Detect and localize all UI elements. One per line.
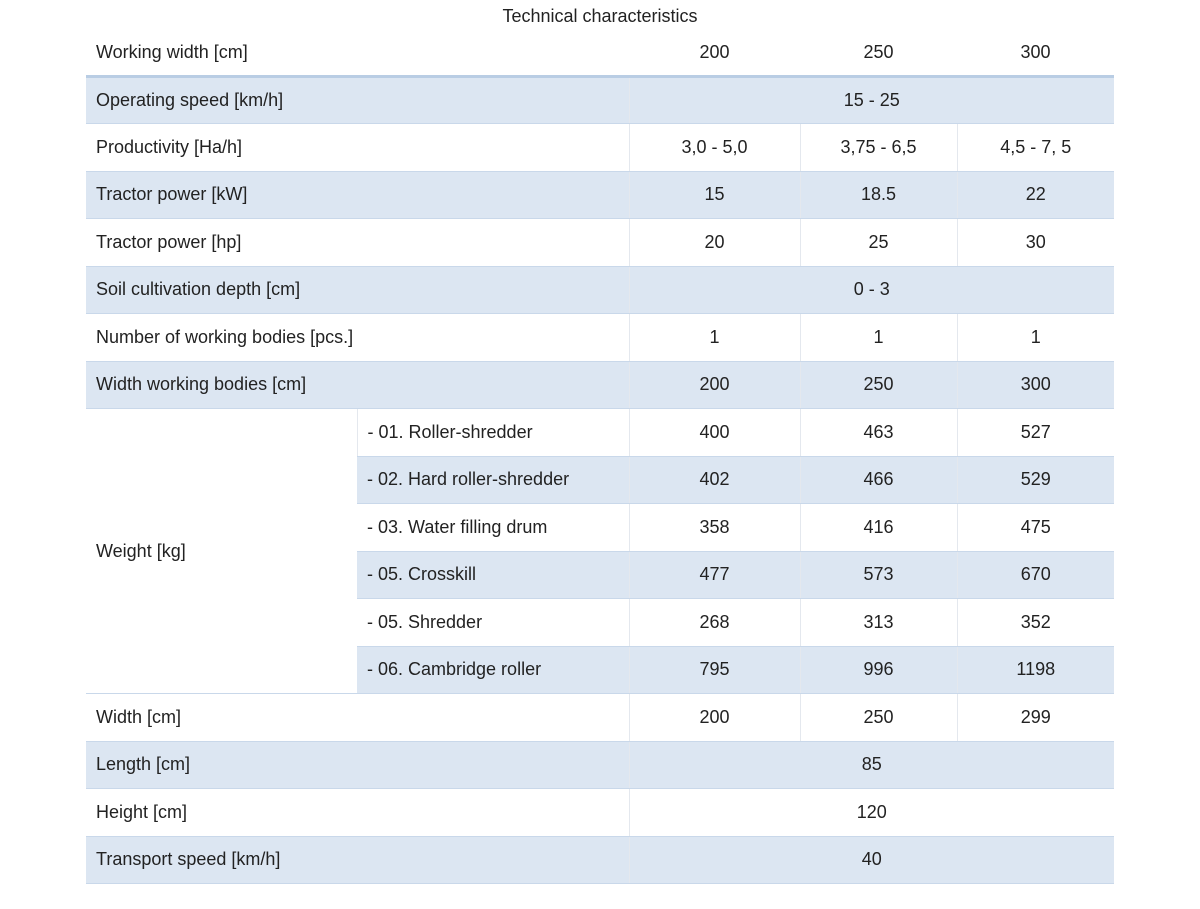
value-cell: 40: [628, 836, 1114, 884]
table-row: Operating speed [km/h] 15 - 25: [86, 76, 1114, 124]
value-cell: 795: [628, 646, 800, 694]
value-cell: 3,75 - 6,5: [799, 123, 957, 172]
sub-label: - 03. Water filling drum: [357, 503, 629, 552]
row-label: Soil cultivation depth [cm]: [86, 266, 629, 314]
value-cell: 573: [799, 551, 957, 599]
value-cell: 477: [628, 551, 800, 599]
value-cell: 4,5 - 7, 5: [956, 123, 1114, 172]
value-cell: 20: [628, 218, 800, 267]
value-cell: 85: [628, 741, 1114, 789]
value-cell: 299: [956, 693, 1114, 742]
value-cell: 1: [628, 313, 800, 362]
value-cell: 996: [799, 646, 957, 694]
row-label: Tractor power [hp]: [86, 218, 629, 267]
value-cell: 402: [628, 456, 800, 504]
header-label: Working width [cm]: [86, 30, 629, 78]
value-cell: 3,0 - 5,0: [628, 123, 800, 172]
table-row: - 06. Cambridge roller 795 996 1198: [86, 646, 1114, 694]
value-cell: 527: [956, 408, 1114, 457]
table-row: Length [cm] 85: [86, 741, 1114, 789]
value-cell: 120: [628, 788, 1114, 837]
header-value: 200: [629, 30, 800, 78]
value-cell: 400: [628, 408, 800, 457]
row-label: Transport speed [km/h]: [86, 836, 629, 884]
value-cell: 15: [628, 171, 800, 219]
sub-label: - 05. Crosskill: [357, 551, 629, 599]
value-cell: 358: [628, 503, 800, 552]
value-cell: 313: [799, 598, 957, 647]
value-cell: 0 - 3: [628, 266, 1114, 314]
value-cell: 30: [956, 218, 1114, 267]
table-row: Number of working bodies [pcs.] 1 1 1: [86, 313, 1114, 362]
group-label: Weight [kg]: [86, 408, 357, 694]
value-cell: 475: [956, 503, 1114, 552]
spec-table: Working width [cm] 200 250 300 Operating spe…: [86, 30, 1114, 884]
value-cell: 200: [628, 693, 800, 742]
table-row: Tractor power [kW] 15 18.5 22: [86, 171, 1114, 219]
value-cell: 416: [799, 503, 957, 552]
table-row: - 05. Crosskill 477 573 670: [86, 551, 1114, 599]
value-cell: 1198: [956, 646, 1114, 694]
table-row: Soil cultivation depth [cm] 0 - 3: [86, 266, 1114, 314]
sub-label: - 01. Roller-shredder: [356, 408, 629, 457]
row-label: Width [cm]: [86, 693, 629, 742]
table-row: - 02. Hard roller-shredder 402 466 529: [86, 456, 1114, 504]
row-label: Productivity [Ha/h]: [86, 123, 629, 172]
value-cell: 670: [956, 551, 1114, 599]
value-cell: 22: [956, 171, 1114, 219]
value-cell: 463: [799, 408, 957, 457]
table-title: Technical characteristics: [502, 6, 698, 26]
table-row: Productivity [Ha/h] 3,0 - 5,0 3,75 - 6,5 4,…: [86, 123, 1114, 172]
value-cell: 466: [799, 456, 957, 504]
table-row: Working width [cm] 200 250 300: [86, 30, 1114, 78]
table-row: Tractor power [hp] 20 25 30: [86, 218, 1114, 267]
row-label: Width working bodies [cm]: [86, 361, 629, 409]
table-row: Transport speed [km/h] 40: [86, 836, 1114, 884]
sub-label: - 06. Cambridge roller: [357, 646, 629, 694]
table-row: - 03. Water filling drum 358 416 475: [86, 503, 1114, 552]
header-value: 300: [957, 30, 1114, 78]
value-cell: 1: [956, 313, 1114, 362]
value-cell: 200: [628, 361, 800, 409]
value-cell: 250: [799, 361, 957, 409]
value-cell: 25: [799, 218, 957, 267]
row-label: Length [cm]: [86, 741, 629, 789]
value-cell: 18.5: [799, 171, 957, 219]
row-label: Operating speed [km/h]: [86, 76, 629, 124]
table-row: Height [cm] 120: [86, 788, 1114, 837]
value-cell: 250: [799, 693, 957, 742]
sub-label: - 02. Hard roller-shredder: [357, 456, 629, 504]
header-value: 250: [800, 30, 957, 78]
value-cell: 529: [956, 456, 1114, 504]
row-label: Number of working bodies [pcs.]: [86, 313, 629, 362]
value-cell: 268: [628, 598, 800, 647]
table-row: Width [cm] 200 250 299: [86, 693, 1114, 742]
row-label: Tractor power [kW]: [86, 171, 629, 219]
value-cell: 300: [956, 361, 1114, 409]
value-cell: 352: [956, 598, 1114, 647]
table-row: Width working bodies [cm] 200 250 300: [86, 361, 1114, 409]
table-row: Weight [kg] - 01. Roller-shredder 400 463 52…: [86, 408, 1114, 694]
value-cell: 15 - 25: [628, 76, 1114, 124]
table-row: - 05. Shredder 268 313 352: [86, 598, 1114, 647]
value-cell: 1: [799, 313, 957, 362]
sub-label: - 05. Shredder: [357, 598, 629, 647]
row-label: Height [cm]: [86, 788, 629, 837]
